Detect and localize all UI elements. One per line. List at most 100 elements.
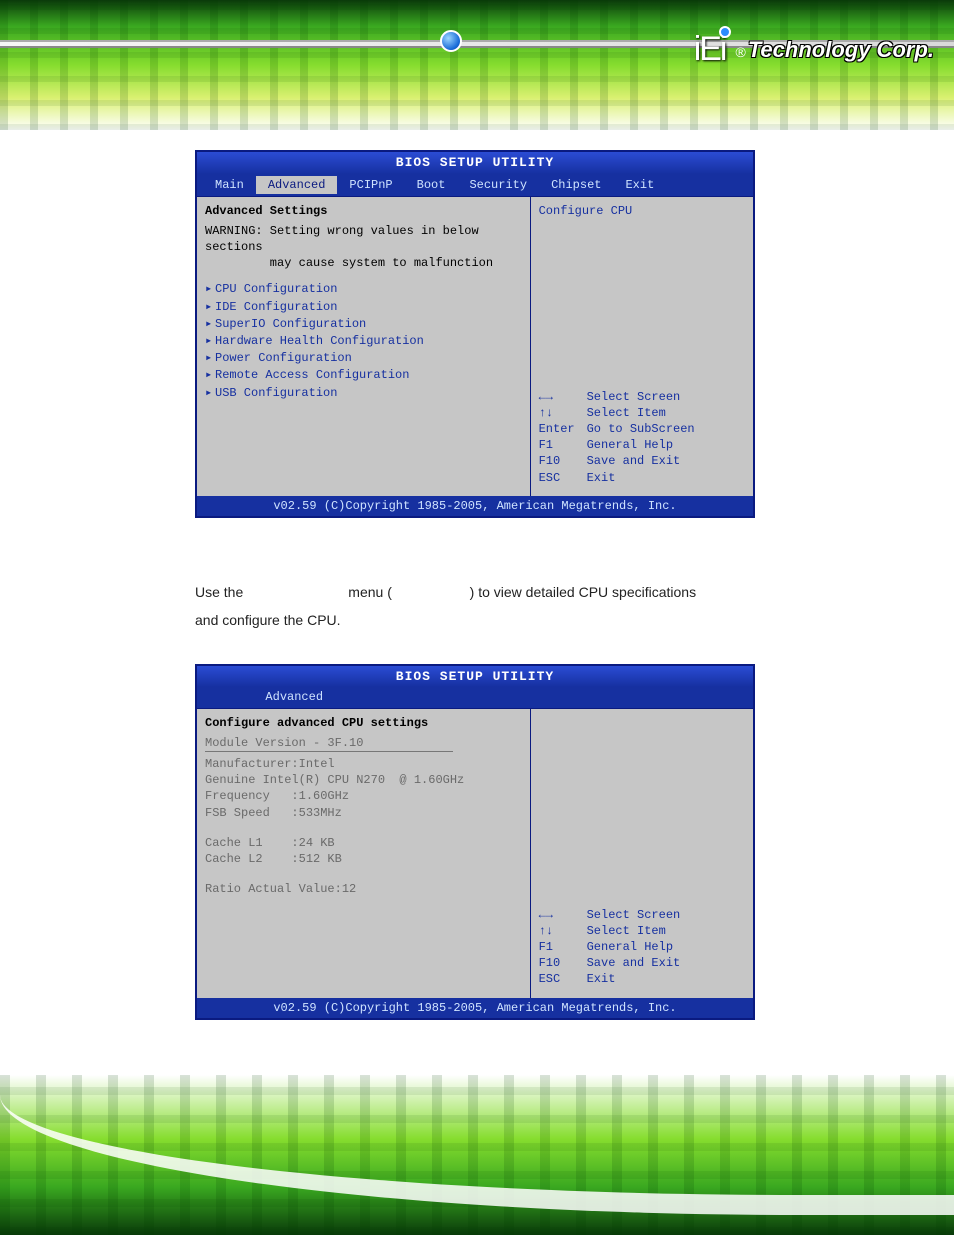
help-row: ↑↓Select Item bbox=[539, 923, 745, 939]
help-key: F10 bbox=[539, 955, 587, 971]
help-row: ESCExit bbox=[539, 971, 745, 987]
tab-main[interactable]: Main bbox=[203, 176, 256, 194]
bios-warning: WARNING: Setting wrong values in below s… bbox=[205, 223, 522, 272]
tab-pcipnp[interactable]: PCIPnP bbox=[337, 176, 404, 194]
module-version: Module Version - 3F.10 bbox=[205, 735, 453, 752]
menu-ide-configuration[interactable]: ▸IDE Configuration bbox=[205, 299, 522, 315]
help-action: Select Item bbox=[587, 924, 666, 938]
header-dot-icon bbox=[440, 30, 462, 52]
help-row: ←→Select Screen bbox=[539, 389, 745, 405]
menu-label: Power Configuration bbox=[215, 351, 352, 365]
help-action: Go to SubScreen bbox=[587, 422, 695, 436]
help-key: ↑↓ bbox=[539, 923, 587, 939]
help-key: F1 bbox=[539, 939, 587, 955]
page-footer-band bbox=[0, 1075, 954, 1235]
help-action: General Help bbox=[587, 438, 673, 452]
help-action: Select Screen bbox=[587, 908, 681, 922]
bios-copyright-footer: v02.59 (C)Copyright 1985-2005, American … bbox=[197, 998, 753, 1018]
menu-superio-configuration[interactable]: ▸SuperIO Configuration bbox=[205, 316, 522, 332]
menu-label: IDE Configuration bbox=[215, 300, 337, 314]
brand-name: Technology Corp. bbox=[748, 37, 934, 62]
cpu-line: Genuine Intel(R) CPU N270 @ 1.60GHz bbox=[205, 772, 522, 788]
help-key: ↑↓ bbox=[539, 405, 587, 421]
help-row: F10Save and Exit bbox=[539, 955, 745, 971]
tab-boot[interactable]: Boot bbox=[405, 176, 458, 194]
help-row: ↑↓Select Item bbox=[539, 405, 745, 421]
bios-left-panel: Configure advanced CPU settings Module V… bbox=[197, 709, 531, 998]
help-row: EnterGo to SubScreen bbox=[539, 421, 745, 437]
right-help-title: Configure CPU bbox=[539, 203, 745, 219]
cpu-line: Ratio Actual Value:12 bbox=[205, 881, 522, 897]
submenu-arrow-icon: ▸ bbox=[205, 367, 215, 383]
warning-line-2: may cause system to malfunction bbox=[205, 255, 522, 271]
tab-advanced[interactable]: Advanced bbox=[253, 689, 335, 705]
bios-title: BIOS SETUP UTILITY bbox=[197, 666, 753, 688]
bios-help-block: ←→Select Screen ↑↓Select Item F1General … bbox=[539, 907, 745, 988]
cpu-line: Frequency :1.60GHz bbox=[205, 788, 522, 804]
para-line-2: and configure the CPU. bbox=[195, 612, 341, 628]
bios-cpu-config-screenshot: BIOS SETUP UTILITY Advanced Configure ad… bbox=[195, 664, 755, 1020]
menu-cpu-configuration[interactable]: ▸CPU Configuration bbox=[205, 281, 522, 297]
help-key: F1 bbox=[539, 437, 587, 453]
tab-security[interactable]: Security bbox=[457, 176, 539, 194]
menu-label: CPU Configuration bbox=[215, 282, 337, 296]
para-frag-1: Use the bbox=[195, 584, 243, 600]
help-row: ←→Select Screen bbox=[539, 907, 745, 923]
help-action: General Help bbox=[587, 940, 673, 954]
cpu-line bbox=[205, 867, 522, 881]
submenu-arrow-icon: ▸ bbox=[205, 385, 215, 401]
help-key: F10 bbox=[539, 453, 587, 469]
help-key: Enter bbox=[539, 421, 587, 437]
logo-dot-icon bbox=[719, 26, 731, 38]
bios-body: Advanced Settings WARNING: Setting wrong… bbox=[197, 196, 753, 496]
page-content: BIOS SETUP UTILITY Main Advanced PCIPnP … bbox=[195, 150, 755, 1020]
bios-copyright-footer: v02.59 (C)Copyright 1985-2005, American … bbox=[197, 496, 753, 516]
help-row: F1General Help bbox=[539, 939, 745, 955]
cpu-line: Cache L1 :24 KB bbox=[205, 835, 522, 851]
registered-mark: ® bbox=[735, 44, 745, 60]
submenu-arrow-icon: ▸ bbox=[205, 281, 215, 297]
section-title: Configure advanced CPU settings bbox=[205, 715, 522, 731]
menu-label: SuperIO Configuration bbox=[215, 317, 366, 331]
menu-label: Hardware Health Configuration bbox=[215, 334, 424, 348]
help-key: ESC bbox=[539, 470, 587, 486]
menu-hardware-health[interactable]: ▸Hardware Health Configuration bbox=[205, 333, 522, 349]
iei-logo: iEi bbox=[694, 30, 726, 69]
tab-chipset[interactable]: Chipset bbox=[539, 176, 613, 194]
help-row: ESCExit bbox=[539, 470, 745, 486]
menu-usb-configuration[interactable]: ▸USB Configuration bbox=[205, 385, 522, 401]
bios-tab-bar: Advanced bbox=[197, 687, 753, 707]
help-row: F1General Help bbox=[539, 437, 745, 453]
help-key: ←→ bbox=[539, 389, 587, 405]
submenu-arrow-icon: ▸ bbox=[205, 333, 215, 349]
menu-label: Remote Access Configuration bbox=[215, 368, 409, 382]
cpu-line: FSB Speed :533MHz bbox=[205, 805, 522, 821]
brand-logo-area: iEi ®Technology Corp. bbox=[694, 30, 934, 69]
bios-right-panel: ←→Select Screen ↑↓Select Item F1General … bbox=[531, 709, 753, 998]
bios-right-panel: Configure CPU ←→Select Screen ↑↓Select I… bbox=[531, 197, 753, 496]
help-row: F10Save and Exit bbox=[539, 453, 745, 469]
help-key: ESC bbox=[539, 971, 587, 987]
tab-advanced[interactable]: Advanced bbox=[256, 176, 338, 194]
menu-remote-access[interactable]: ▸Remote Access Configuration bbox=[205, 367, 522, 383]
help-action: Exit bbox=[587, 471, 616, 485]
help-action: Save and Exit bbox=[587, 956, 681, 970]
menu-label: USB Configuration bbox=[215, 386, 337, 400]
menu-power-configuration[interactable]: ▸Power Configuration bbox=[205, 350, 522, 366]
submenu-arrow-icon: ▸ bbox=[205, 299, 215, 315]
bios-title: BIOS SETUP UTILITY bbox=[197, 152, 753, 174]
bios-tab-bar: Main Advanced PCIPnP Boot Security Chips… bbox=[197, 174, 753, 196]
body-paragraph: Use the menu ( ) to view detailed CPU sp… bbox=[195, 578, 755, 634]
help-action: Save and Exit bbox=[587, 454, 681, 468]
para-frag-2: menu ( bbox=[348, 584, 392, 600]
submenu-arrow-icon: ▸ bbox=[205, 316, 215, 332]
page-header-band: iEi ®Technology Corp. bbox=[0, 0, 954, 130]
warning-line-1: WARNING: Setting wrong values in below s… bbox=[205, 223, 522, 255]
tab-exit[interactable]: Exit bbox=[613, 176, 666, 194]
help-key: ←→ bbox=[539, 907, 587, 923]
help-action: Select Screen bbox=[587, 390, 681, 404]
submenu-arrow-icon: ▸ bbox=[205, 350, 215, 366]
brand-text-block: ®Technology Corp. bbox=[735, 37, 934, 63]
bios-left-panel: Advanced Settings WARNING: Setting wrong… bbox=[197, 197, 531, 496]
bios-body: Configure advanced CPU settings Module V… bbox=[197, 708, 753, 998]
